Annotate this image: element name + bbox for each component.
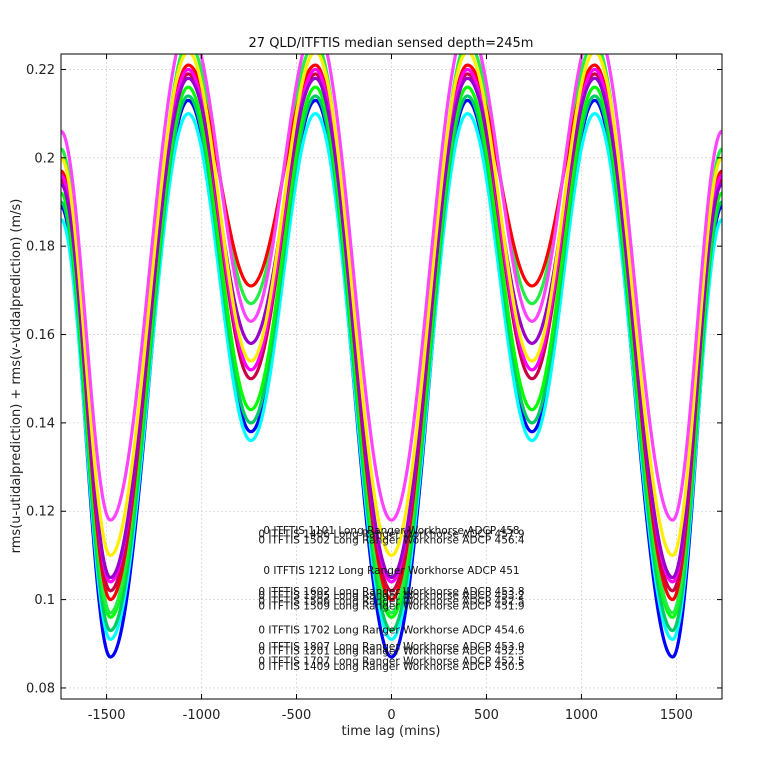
annotation-label: 0 ITFTIS 1602 Long Ranger Workhorse ADCP…	[258, 586, 524, 598]
annotation-label: 0 ITFTIS 1509 Long Ranger Workhorse ADCP…	[258, 600, 524, 612]
y-axis-label: rms(u-utidalprediction) + rms(v-vtidalpr…	[9, 199, 24, 554]
y-tick-label: 0.16	[26, 328, 55, 343]
x-tick-label: 500	[474, 708, 499, 723]
x-tick-label: -500	[282, 708, 312, 723]
x-tick-label: -1500	[88, 708, 126, 723]
series-line	[61, 76, 722, 580]
annotation-label: 0 ITFTIS 1702 Long Ranger Workhorse ADCP…	[258, 625, 525, 637]
annotation-label: 0 ITFTIS 1807 Long Ranger Workhorse ADCP…	[258, 641, 524, 653]
y-tick-label: 0.1	[34, 593, 55, 608]
annotation-label: 0 ITFTIS 1707 Long Ranger Workhorse ADCP…	[258, 656, 524, 668]
x-axis: -1500 -1000 -500 0 500 1000 1500	[88, 54, 693, 723]
annotation-label: 0 ITFTIS 1212 Long Ranger Workhorse ADCP…	[263, 565, 519, 577]
y-axis: 0.08 0.1 0.12 0.14 0.16 0.18 0.2 0.22	[26, 63, 722, 696]
x-tick-label: 1500	[660, 708, 693, 723]
x-axis-label: time lag (mins)	[342, 724, 441, 739]
plot-area	[61, 54, 722, 659]
y-tick-label: 0.08	[26, 681, 55, 696]
annotation-group: 0 ITFTIS 1101 Long Ranger Workhorse ADCP…	[258, 525, 525, 673]
annotation-label: 0 ITFTIS 1406 Long Ranger Workhorse ADCP…	[258, 528, 524, 540]
series-line	[61, 112, 722, 641]
y-tick-label: 0.12	[26, 505, 55, 520]
series-line	[61, 54, 722, 522]
annotation-label: 0 ITFTIS 1409 Long Ranger Workhorse ADCP…	[258, 661, 524, 673]
annotation-label: 0 ITFTIS 1502 Long Ranger Workhorse ADCP…	[258, 535, 525, 547]
y-tick-label: 0.22	[26, 63, 55, 78]
series-line	[61, 54, 722, 558]
annotation-label: 0 ITFTIS 1101 Long Ranger Workhorse ADCP…	[263, 525, 519, 537]
x-tick-label: 1000	[565, 708, 598, 723]
y-tick-label: 0.18	[26, 240, 55, 255]
annotation-label: 0 ITFTIS 1506 Long Ranger Workhorse ADCP…	[258, 595, 524, 607]
annotation-label: 0 ITFTIS 1305 Long Ranger Workhorse ADCP…	[258, 590, 524, 602]
y-tick-label: 0.2	[34, 151, 55, 166]
y-tick-label: 0.14	[26, 416, 55, 431]
chart-title: 27 QLD/ITFTIS median sensed depth=245m	[249, 36, 534, 51]
annotation-label: 0 ITFTIS 1201 Long Ranger Workhorse ADCP…	[258, 645, 524, 657]
series-line	[61, 85, 722, 619]
x-tick-label: 0	[387, 708, 395, 723]
x-tick-label: -1000	[183, 708, 221, 723]
